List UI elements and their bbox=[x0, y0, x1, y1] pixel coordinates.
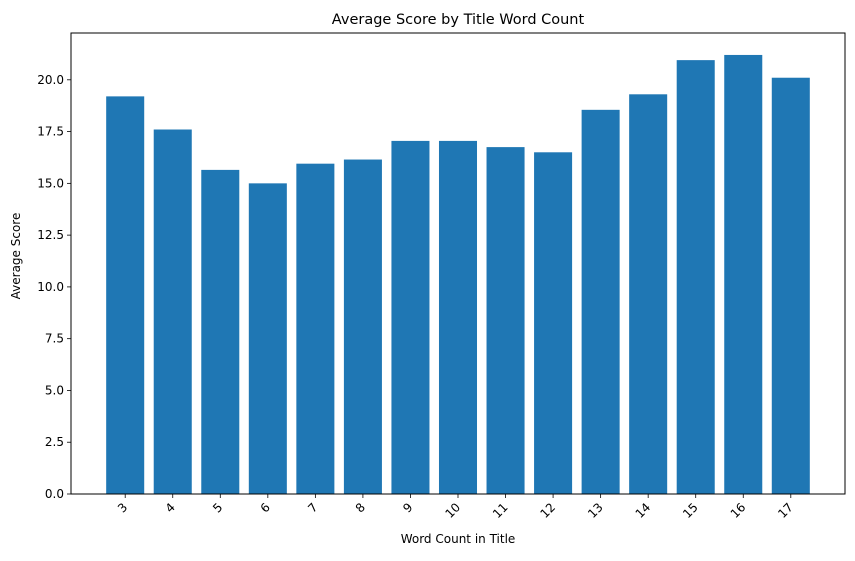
x-tick-label: 6 bbox=[258, 500, 273, 515]
bar-9 bbox=[391, 140, 430, 494]
x-tick-label: 11 bbox=[490, 500, 511, 521]
chart-title: Average Score by Title Word Count bbox=[332, 12, 585, 28]
plot-frame bbox=[70, 32, 846, 495]
x-tick-label: 14 bbox=[633, 500, 654, 521]
bar-7 bbox=[296, 163, 335, 494]
y-tick-label: 0.0 bbox=[45, 487, 64, 501]
x-tick-label: 7 bbox=[305, 500, 320, 515]
bar-3 bbox=[106, 96, 145, 495]
x-tick-label: 3 bbox=[115, 500, 130, 515]
y-tick-label: 12.5 bbox=[37, 228, 64, 242]
x-tick-label: 17 bbox=[775, 500, 796, 521]
y-tick-label: 20.0 bbox=[37, 73, 64, 87]
y-tick-label: 10.0 bbox=[37, 280, 64, 294]
x-tick-label: 15 bbox=[680, 500, 701, 521]
x-tick-label: 12 bbox=[538, 500, 559, 521]
y-axis: 0.0 2.5 5.0 7.5 10.0 12.5 15.0 17.5 20.0 bbox=[37, 73, 71, 501]
bar-12 bbox=[534, 152, 573, 495]
y-tick-label: 7.5 bbox=[45, 332, 64, 346]
bar-17 bbox=[771, 77, 810, 494]
y-axis-label: Average Score bbox=[9, 213, 23, 300]
y-tick-label: 15.0 bbox=[37, 176, 64, 190]
x-tick-label: 4 bbox=[163, 500, 178, 515]
bar-16 bbox=[724, 54, 763, 494]
x-axis-label: Word Count in Title bbox=[401, 532, 516, 546]
y-tick-label: 5.0 bbox=[45, 383, 64, 397]
x-tick-label: 16 bbox=[728, 500, 749, 521]
bar-10 bbox=[438, 140, 478, 494]
bar-13 bbox=[581, 109, 620, 494]
bars-group bbox=[106, 54, 810, 495]
x-axis: 3 4 5 6 7 8 9 10 11 12 13 14 15 16 17 bbox=[115, 494, 796, 521]
y-tick-label: 17.5 bbox=[37, 125, 64, 139]
x-tick-label: 13 bbox=[585, 500, 606, 521]
bar-15 bbox=[676, 60, 715, 494]
y-tick-label: 2.5 bbox=[45, 435, 64, 449]
bar-5 bbox=[201, 169, 240, 494]
bar-14 bbox=[629, 94, 668, 495]
x-tick-label: 10 bbox=[442, 500, 463, 521]
x-tick-label: 8 bbox=[353, 500, 368, 515]
bar-8 bbox=[343, 159, 382, 495]
x-tick-label: 5 bbox=[210, 500, 225, 515]
bar-4 bbox=[153, 129, 192, 494]
bar-11 bbox=[486, 147, 525, 495]
x-tick-label: 9 bbox=[400, 500, 415, 515]
bar-6 bbox=[248, 183, 287, 494]
